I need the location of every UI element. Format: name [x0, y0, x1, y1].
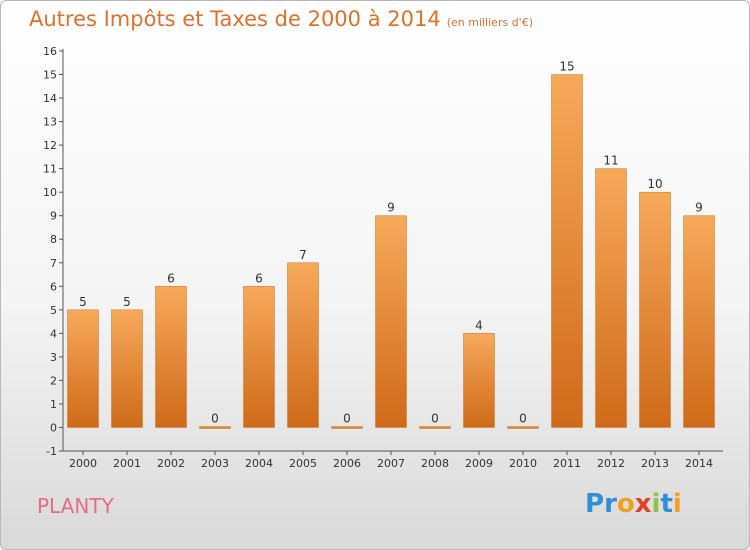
chart-subtitle: (en milliers d'€) [446, 16, 533, 29]
y-tick-label: 9 [50, 210, 57, 223]
x-tick-label: 2001 [113, 457, 141, 470]
bar-value-label: 0 [343, 411, 351, 425]
bar-value-label: 7 [299, 248, 307, 262]
bar-value-label: 0 [519, 411, 527, 425]
bar-2005 [287, 262, 319, 428]
x-tick-label: 2006 [333, 457, 361, 470]
y-tick-label: 15 [43, 69, 57, 82]
bar-2000 [67, 309, 99, 428]
chart-title: Autres Impôts et Taxes de 2000 à 2014 (en… [29, 7, 533, 31]
bar-2009 [463, 333, 495, 428]
x-tick-label: 2010 [509, 457, 537, 470]
bar-2007 [375, 215, 407, 428]
y-tick-label: 6 [50, 280, 57, 293]
bar-2008 [419, 426, 451, 429]
y-tick-label: 5 [50, 304, 57, 317]
x-tick-label: 2007 [377, 457, 405, 470]
x-tick-label: 2003 [201, 457, 229, 470]
y-tick-label: 2 [50, 374, 57, 387]
x-tick-label: 2009 [465, 457, 493, 470]
y-tick-label: 3 [50, 351, 57, 364]
y-tick-label: 0 [50, 421, 57, 434]
x-tick-label: 2013 [641, 457, 669, 470]
bar-value-label: 5 [123, 295, 131, 309]
x-tick-label: 2011 [553, 457, 581, 470]
y-tick-label: 8 [50, 233, 57, 246]
y-tick-label: 16 [43, 45, 57, 58]
bar-value-label: 6 [255, 271, 263, 285]
bar-value-label: 0 [211, 411, 219, 425]
proxiti-logo: Proxiti [585, 489, 682, 519]
logo-letter: o [616, 489, 635, 519]
bar-value-label: 5 [79, 295, 87, 309]
bar-value-label: 4 [475, 318, 483, 332]
x-tick-label: 2004 [245, 457, 273, 470]
logo-letter: i [672, 489, 682, 519]
logo-letter: i [651, 489, 661, 519]
y-tick-label: 4 [50, 327, 57, 340]
bar-2011 [551, 74, 583, 428]
y-tick-label: 12 [43, 139, 57, 152]
y-tick-label: 11 [43, 163, 57, 176]
x-tick-label: 2005 [289, 457, 317, 470]
bar-value-label: 15 [559, 60, 574, 74]
bar-value-label: 0 [431, 411, 439, 425]
bars-group: 5 5 6 0 6 7 0 9 0 4 0 15 11 10 9 [67, 60, 715, 429]
bar-value-label: 6 [167, 271, 175, 285]
bar-2010 [507, 426, 539, 429]
y-tick-label: 10 [43, 186, 57, 199]
bar-2003 [199, 426, 231, 429]
commune-name: PLANTY [37, 494, 114, 518]
bar-2004 [243, 286, 275, 428]
chart-title-text: Autres Impôts et Taxes de 2000 à 2014 [29, 7, 441, 31]
y-tick-label: 14 [43, 92, 57, 105]
y-tick-label: 1 [50, 398, 57, 411]
bar-value-label: 9 [387, 201, 395, 215]
logo-letter: r [604, 489, 617, 519]
logo-letter: x [634, 489, 652, 519]
y-tick-label: -1 [46, 445, 57, 458]
x-tick-label: 2002 [157, 457, 185, 470]
bar-value-label: 10 [647, 177, 662, 191]
y-tick-label: 13 [43, 116, 57, 129]
bar-2002 [155, 286, 187, 428]
bar-2012 [595, 168, 627, 428]
logo-letter: P [585, 489, 605, 519]
bar-2006 [331, 426, 363, 429]
y-tick-label: 7 [50, 257, 57, 270]
logo-letter: t [660, 489, 673, 519]
bar-2014 [683, 215, 715, 428]
bar-value-label: 11 [603, 154, 618, 168]
x-tick-label: 2000 [69, 457, 97, 470]
x-tick-label: 2008 [421, 457, 449, 470]
bar-value-label: 9 [695, 201, 703, 215]
x-tick-label: 2014 [685, 457, 713, 470]
bar-2013 [639, 191, 671, 428]
bar-2001 [111, 309, 143, 428]
x-tick-label: 2012 [597, 457, 625, 470]
